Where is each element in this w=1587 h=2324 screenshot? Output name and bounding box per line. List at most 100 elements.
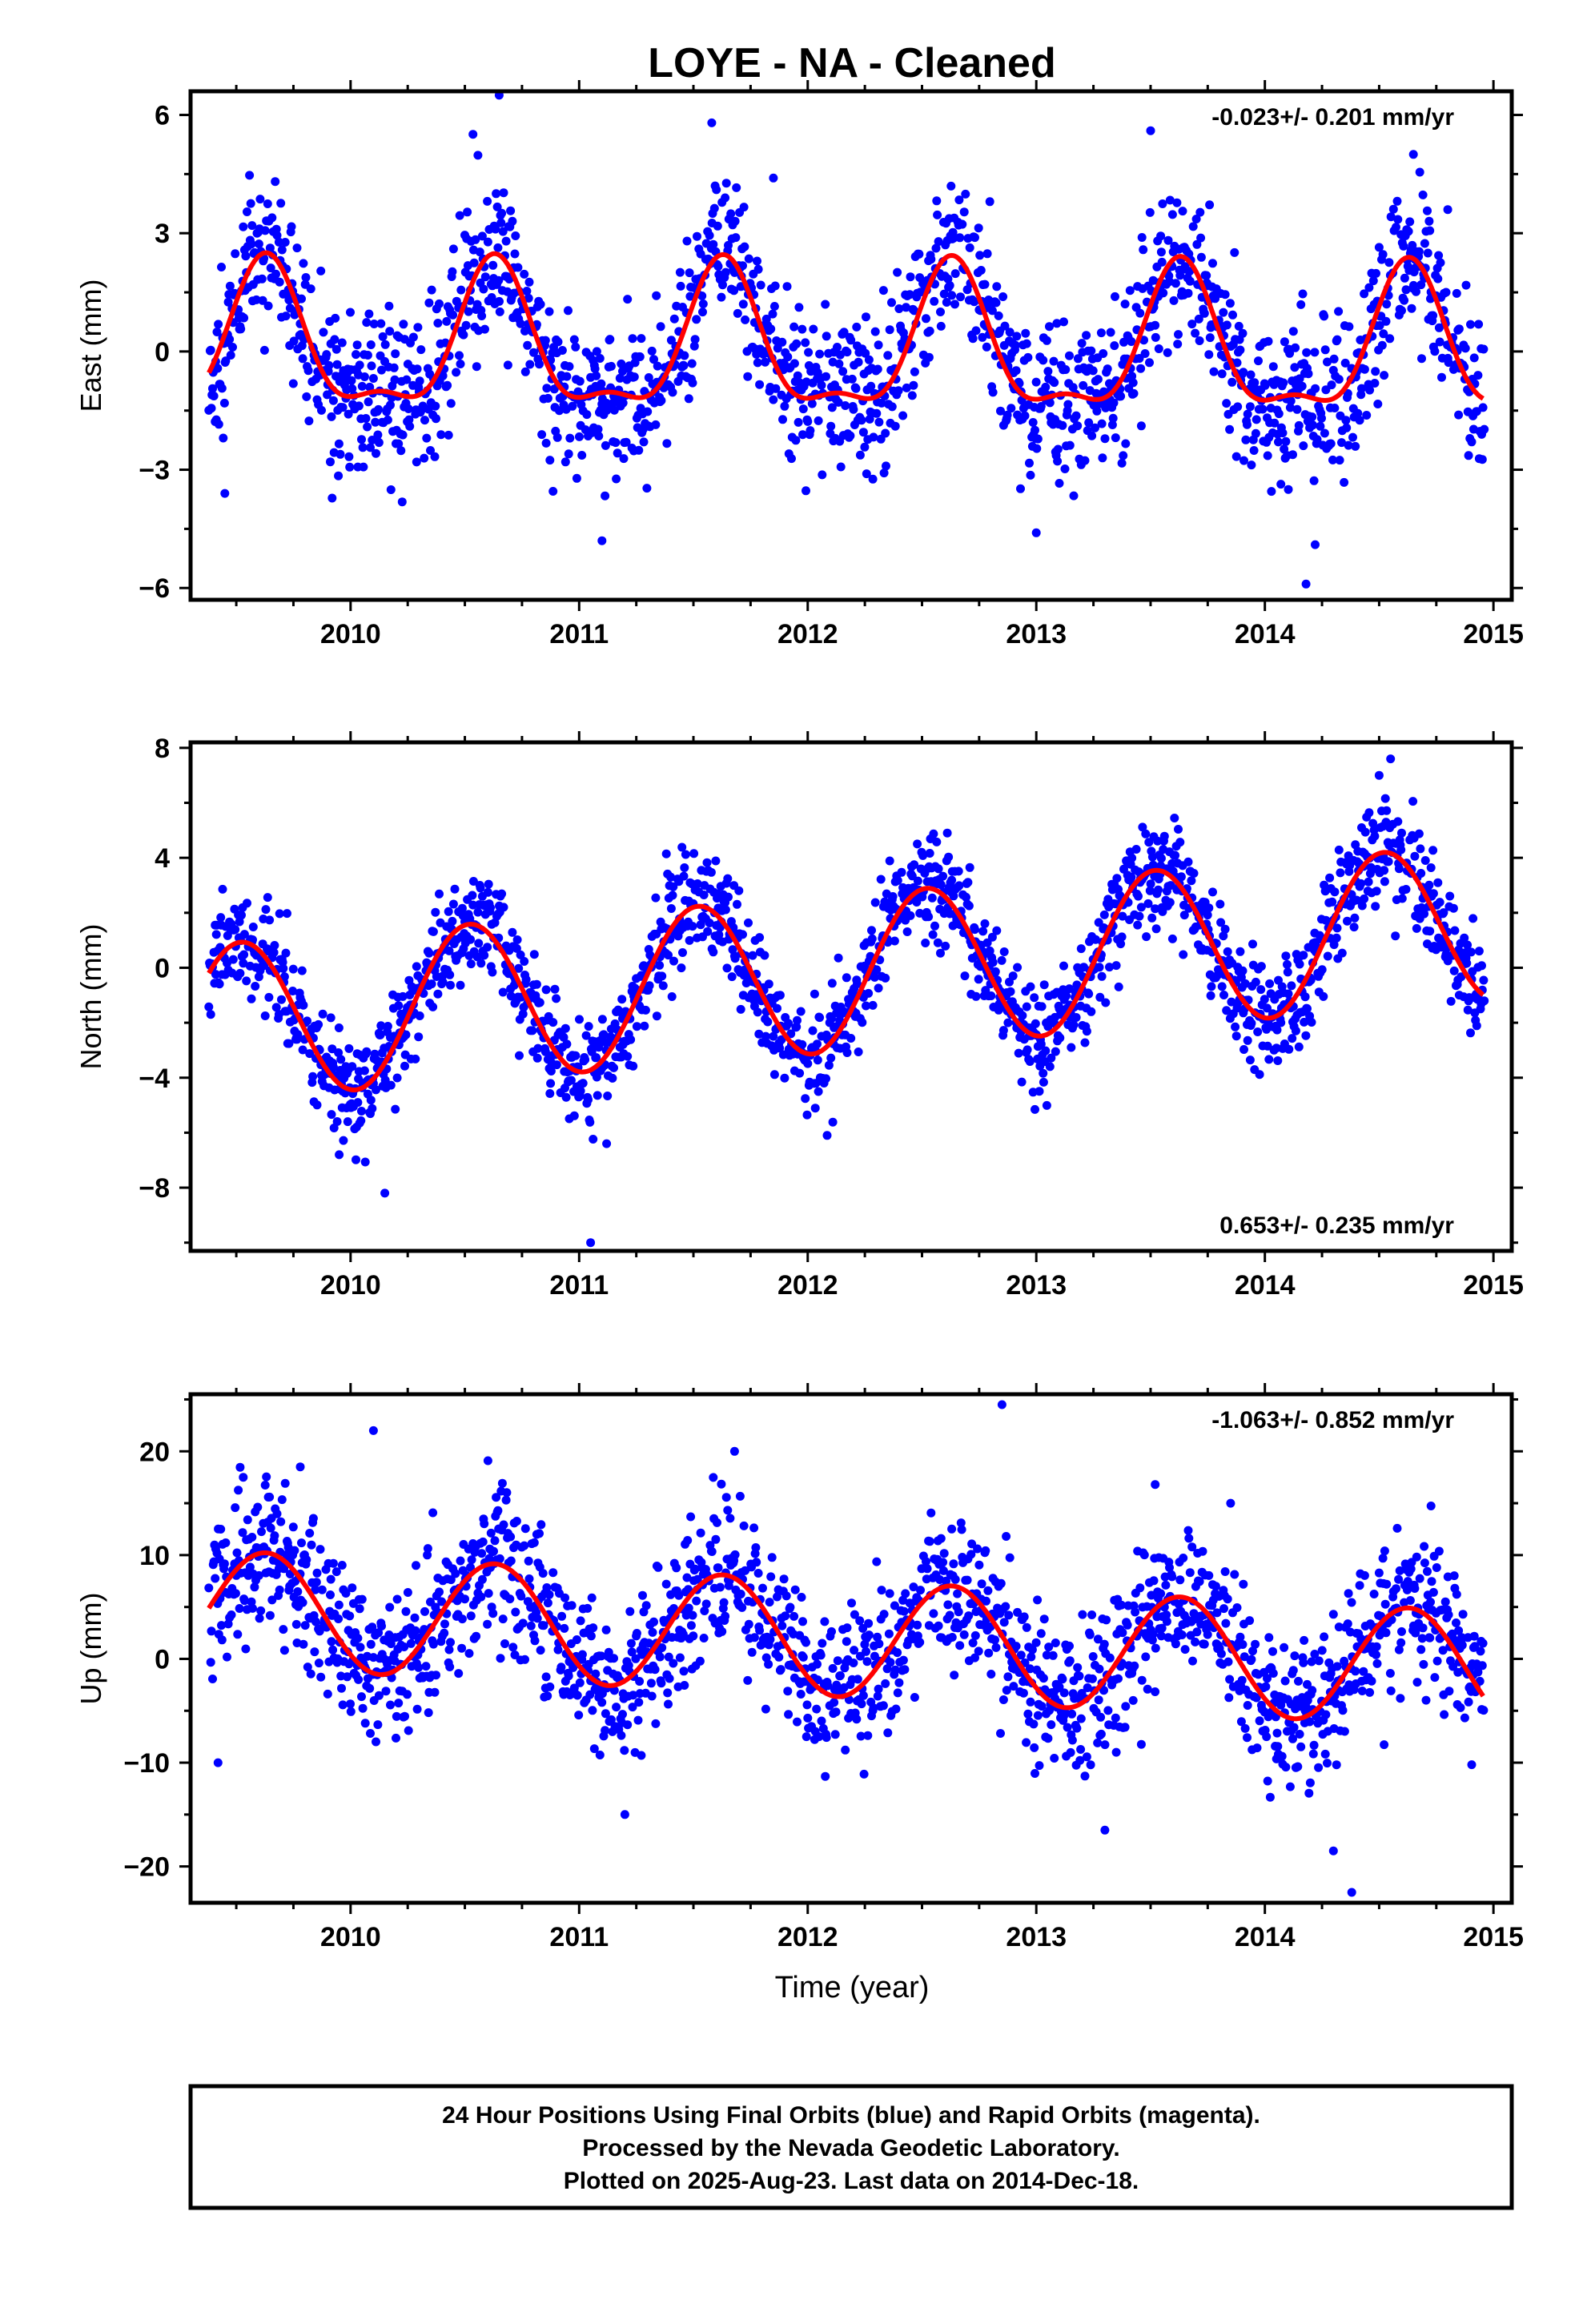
data-point [982, 938, 992, 947]
data-point [233, 1630, 243, 1639]
data-point [753, 264, 763, 274]
data-point [575, 1015, 584, 1024]
data-point [651, 1719, 661, 1728]
data-point [546, 1067, 556, 1076]
data-point [764, 979, 773, 989]
data-point [415, 376, 424, 386]
data-point [813, 1659, 822, 1669]
data-point [798, 1652, 808, 1662]
data-point [1059, 317, 1068, 327]
data-point [411, 1626, 420, 1635]
data-point [721, 1611, 730, 1621]
data-point [1243, 1035, 1252, 1045]
data-point [956, 1518, 966, 1528]
data-point [733, 899, 741, 909]
data-point [231, 1503, 240, 1513]
data-point [592, 1053, 601, 1063]
data-point [576, 1616, 585, 1626]
data-point [1093, 1634, 1103, 1644]
data-point [1414, 829, 1424, 838]
data-point [1225, 424, 1235, 434]
data-point [713, 1518, 721, 1527]
data-point [1153, 836, 1163, 846]
data-point [1219, 308, 1228, 317]
data-point [649, 1617, 658, 1626]
data-point [831, 1707, 841, 1717]
data-point [606, 361, 616, 371]
data-point [627, 1647, 637, 1657]
data-point [1381, 316, 1391, 326]
data-point [1334, 375, 1344, 384]
x-tick-label: 2015 [1463, 619, 1524, 649]
data-point-outlier [1311, 540, 1320, 549]
data-point [1195, 207, 1205, 217]
data-point [288, 964, 298, 974]
data-point [597, 1651, 606, 1661]
data-point [688, 378, 697, 388]
data-point [1332, 933, 1341, 943]
data-point [1118, 911, 1127, 921]
data-point [897, 867, 906, 877]
data-point [628, 334, 637, 344]
data-point [679, 361, 689, 370]
data-point [954, 1607, 963, 1617]
data-point [1127, 372, 1137, 381]
data-point [355, 1604, 364, 1614]
data-point [1352, 895, 1361, 905]
data-point [1174, 330, 1183, 340]
data-point [789, 1611, 799, 1621]
data-point [1461, 280, 1471, 290]
y-tick-label: 0 [155, 953, 170, 983]
data-point [1080, 1771, 1090, 1781]
x-tick-label: 2013 [1006, 1270, 1067, 1301]
data-point [1183, 857, 1193, 866]
data-point [511, 231, 520, 240]
data-point [1426, 863, 1436, 872]
data-point [696, 920, 705, 930]
data-point [780, 401, 789, 411]
data-point [1039, 356, 1048, 365]
data-point [1053, 444, 1063, 454]
data-point [690, 1564, 700, 1574]
data-point [597, 1698, 607, 1707]
data-point [1278, 428, 1288, 438]
data-point [1264, 336, 1273, 346]
data-point [217, 263, 226, 271]
data-point [838, 367, 848, 376]
data-point [873, 1691, 882, 1701]
data-point [343, 1672, 352, 1682]
data-point [541, 1672, 551, 1682]
data-point [946, 181, 956, 191]
data-point [1370, 831, 1380, 841]
data-point [448, 267, 457, 276]
data-point [699, 1634, 709, 1642]
north-fit-line [207, 850, 1485, 1092]
data-point [692, 1596, 701, 1606]
data-point [404, 1726, 413, 1735]
data-point [587, 1593, 597, 1602]
data-point [629, 372, 639, 382]
data-point [1165, 898, 1175, 907]
data-point [1357, 901, 1367, 911]
data-point [814, 1732, 824, 1742]
data-point [1092, 406, 1102, 416]
data-point [499, 188, 508, 198]
data-point [850, 1610, 859, 1619]
data-point [423, 1550, 432, 1560]
data-point [506, 1532, 516, 1542]
data-point [412, 962, 421, 971]
data-point [748, 951, 757, 960]
data-point [957, 1525, 966, 1534]
data-point [705, 919, 714, 927]
data-point [910, 306, 919, 316]
data-point [1091, 935, 1100, 944]
data-point [420, 416, 429, 425]
data-point [480, 951, 489, 960]
data-point [297, 1538, 306, 1548]
data-point [828, 1117, 838, 1127]
data-point [601, 1726, 610, 1735]
data-point [275, 909, 284, 919]
data-point [873, 364, 882, 374]
data-point [1145, 886, 1155, 895]
